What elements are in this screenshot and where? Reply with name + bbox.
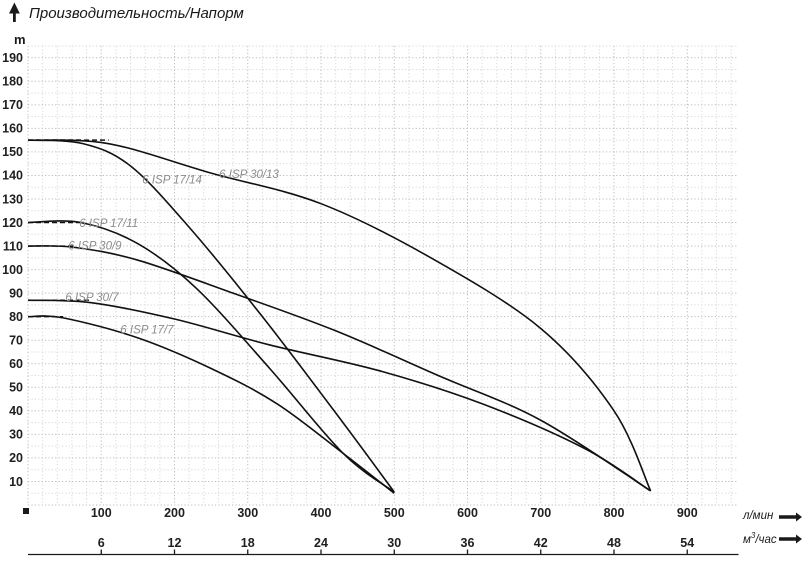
svg-text:36: 36 <box>461 536 475 550</box>
svg-text:130: 130 <box>2 192 23 206</box>
svg-text:48: 48 <box>607 536 621 550</box>
svg-text:18: 18 <box>241 536 255 550</box>
svg-text:24: 24 <box>314 536 328 550</box>
svg-text:40: 40 <box>9 404 23 418</box>
svg-text:6 ISP 30/9: 6 ISP 30/9 <box>68 241 122 253</box>
svg-text:20: 20 <box>9 451 23 465</box>
svg-text:180: 180 <box>2 75 23 89</box>
svg-text:170: 170 <box>2 98 23 112</box>
svg-text:6 ISP 17/11: 6 ISP 17/11 <box>79 218 138 230</box>
svg-text:80: 80 <box>9 310 23 324</box>
svg-text:6 ISP 17/7: 6 ISP 17/7 <box>120 325 174 337</box>
svg-text:120: 120 <box>2 216 23 230</box>
svg-text:140: 140 <box>2 169 23 183</box>
svg-text:54: 54 <box>680 536 694 550</box>
svg-text:10: 10 <box>9 475 23 489</box>
svg-text:90: 90 <box>9 286 23 300</box>
svg-text:6 ISP 30/13: 6 ISP 30/13 <box>219 169 279 181</box>
svg-text:12: 12 <box>168 536 182 550</box>
svg-text:190: 190 <box>2 51 23 65</box>
svg-text:42: 42 <box>534 536 548 550</box>
svg-text:6: 6 <box>98 536 105 550</box>
svg-text:70: 70 <box>9 334 23 348</box>
svg-text:400: 400 <box>311 506 332 520</box>
svg-text:6 ISP 30/7: 6 ISP 30/7 <box>65 292 119 304</box>
svg-text:200: 200 <box>164 506 185 520</box>
svg-text:60: 60 <box>9 357 23 371</box>
svg-text:300: 300 <box>237 506 258 520</box>
svg-text:30: 30 <box>387 536 401 550</box>
svg-text:150: 150 <box>2 145 23 159</box>
svg-text:700: 700 <box>530 506 551 520</box>
svg-text:800: 800 <box>604 506 625 520</box>
svg-text:900: 900 <box>677 506 698 520</box>
svg-text:50: 50 <box>9 381 23 395</box>
svg-text:6 ISP 17/14: 6 ISP 17/14 <box>142 175 202 187</box>
svg-text:100: 100 <box>91 506 112 520</box>
svg-text:600: 600 <box>457 506 478 520</box>
svg-text:110: 110 <box>3 239 23 253</box>
svg-text:100: 100 <box>2 263 23 277</box>
svg-text:500: 500 <box>384 506 405 520</box>
svg-text:30: 30 <box>9 428 23 442</box>
svg-text:160: 160 <box>2 122 23 136</box>
